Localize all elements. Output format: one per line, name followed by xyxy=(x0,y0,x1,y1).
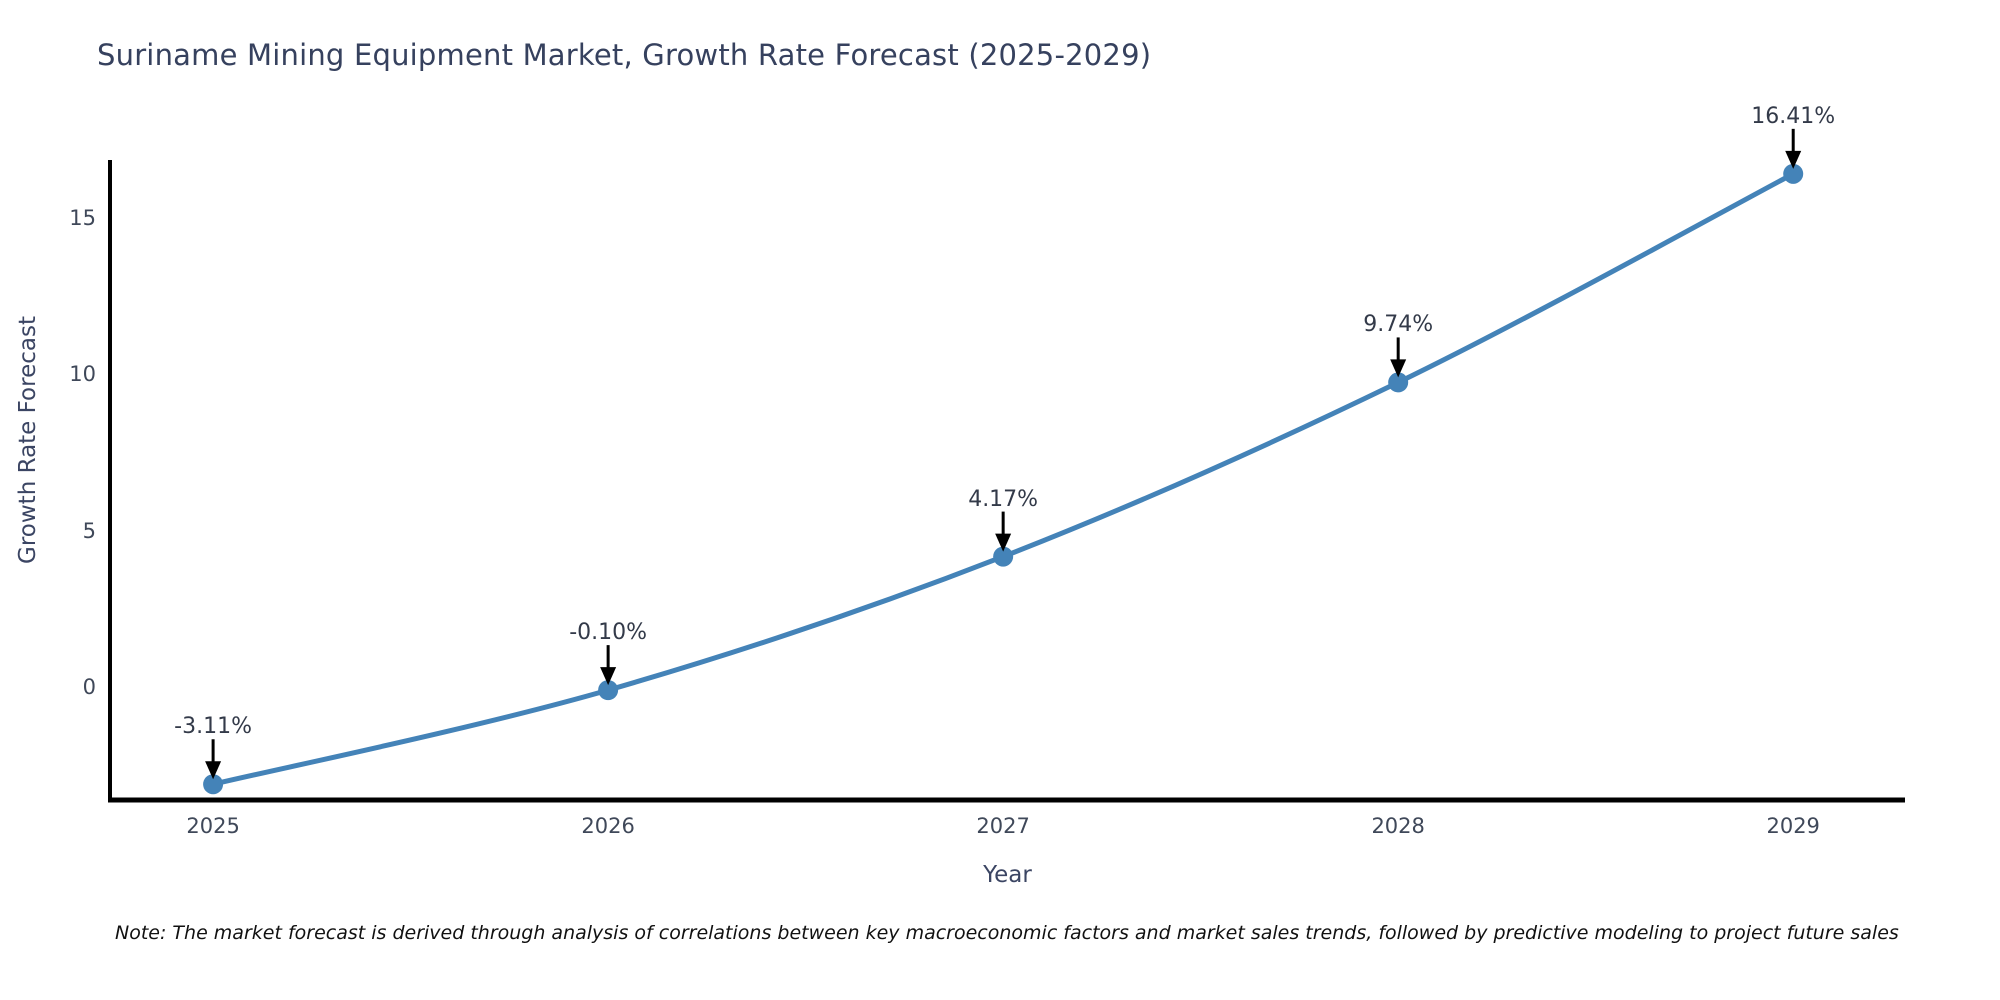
annotation-arrow-head xyxy=(1785,150,1802,169)
data-point-label: 9.74% xyxy=(1363,312,1434,338)
forecast-line xyxy=(210,171,1796,787)
data-point-marker xyxy=(1388,372,1409,393)
annotation-arrow-head xyxy=(205,761,222,780)
x-tick-label: 2026 xyxy=(581,814,635,838)
y-tick-label: 15 xyxy=(69,205,96,230)
annotation-arrow-head xyxy=(995,533,1012,552)
x-tick-label: 2025 xyxy=(186,814,240,838)
data-point-marker xyxy=(993,546,1014,567)
y-axis-title: Growth Rate Forecast xyxy=(15,316,41,564)
y-tick-label: 0 xyxy=(82,674,96,699)
x-axis-title: Year xyxy=(983,862,1032,888)
annotation-arrow-head xyxy=(1390,359,1407,378)
x-tick-label: 2027 xyxy=(976,814,1030,838)
data-point-label: 4.17% xyxy=(968,486,1039,512)
data-point-label: -0.10% xyxy=(569,620,648,646)
data-point-marker xyxy=(598,680,619,701)
data-point-marker xyxy=(1783,163,1804,184)
footnote: Note: The market forecast is derived thr… xyxy=(115,922,1899,944)
x-tick-label: 2028 xyxy=(1371,814,1425,838)
data-point-marker xyxy=(203,774,224,795)
annotation-arrow-head xyxy=(600,667,617,686)
data-point-label: 16.41% xyxy=(1751,103,1836,129)
x-tick-label: 2029 xyxy=(1766,814,1820,838)
chart-title: Suriname Mining Equipment Market, Growth… xyxy=(97,38,1152,72)
data-point-label: -3.11% xyxy=(174,714,253,740)
y-tick-label: 10 xyxy=(69,362,96,387)
y-tick-label: 5 xyxy=(82,518,96,543)
